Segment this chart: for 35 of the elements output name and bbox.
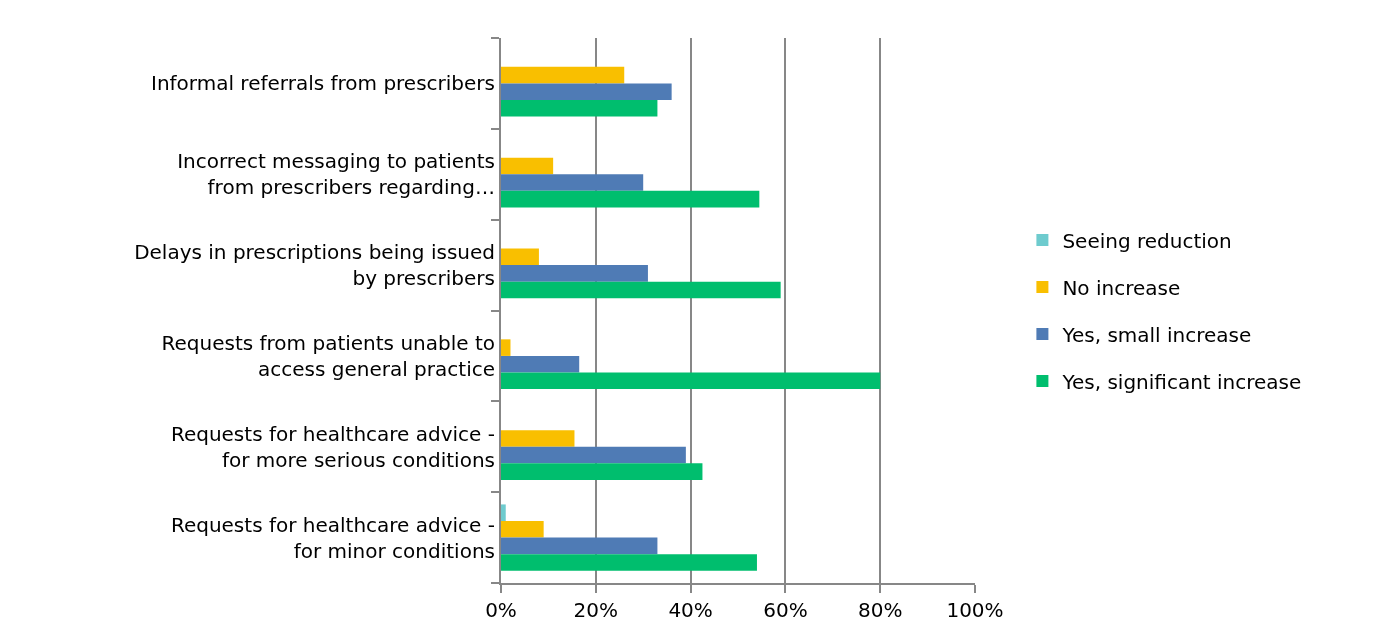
bar (501, 554, 757, 571)
legend-label: Yes, significant increase (1061, 369, 1302, 394)
bar (501, 537, 658, 555)
bar (501, 157, 554, 175)
bar (501, 372, 881, 390)
bar (501, 99, 658, 117)
y-tick-label: Incorrect messaging to patients from prescribers regarding… (177, 149, 495, 200)
x-tick-label: 100% (946, 598, 1004, 622)
bar (501, 504, 506, 522)
bar (501, 430, 575, 447)
bar (501, 66, 625, 84)
bar (501, 463, 703, 480)
bar (501, 265, 648, 282)
bar (501, 83, 672, 100)
bar (501, 355, 580, 373)
bar (501, 521, 544, 538)
bar (501, 339, 511, 356)
x-tick-label: 40% (668, 598, 713, 622)
y-tick-label: Requests from patients unable to access general practice (161, 330, 495, 381)
legend-label: Seeing reduction (1062, 228, 1232, 253)
y-tick-label: Requests for healthcare advice - for minor conditions (170, 512, 495, 563)
x-tick-label: 80% (857, 598, 903, 622)
y-tick-label: Informal referrals from prescribers (150, 71, 495, 96)
legend-label: Yes, small increase (1061, 322, 1252, 347)
bar (501, 248, 539, 266)
y-tick-label: Delays in prescriptions being issued by prescribers (134, 240, 495, 291)
legend-label: No increase (1062, 275, 1181, 300)
y-tick-label: Requests for healthcare advice - for more serious conditions (170, 421, 495, 472)
bar (501, 446, 686, 464)
bar (501, 281, 781, 299)
x-tick-label: 20% (573, 598, 619, 622)
bar (501, 174, 644, 191)
x-tick-label: 0% (485, 598, 517, 622)
x-tick-label: 60% (763, 598, 808, 622)
bar (501, 190, 760, 208)
